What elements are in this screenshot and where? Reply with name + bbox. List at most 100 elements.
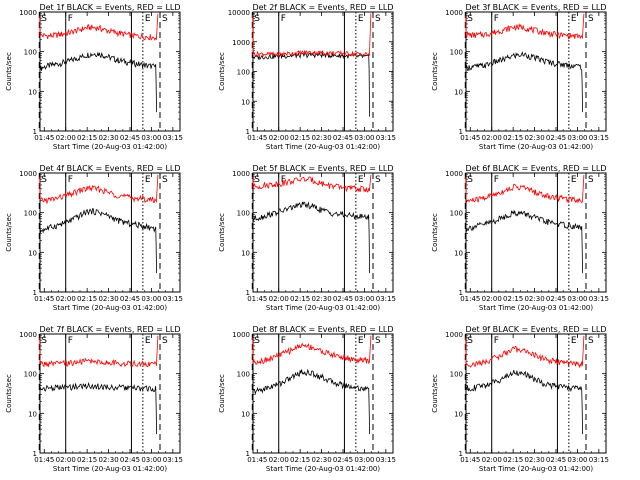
y-tick-label: 1	[33, 450, 37, 458]
x-tick-label: 02:00	[269, 134, 289, 142]
x-tick-label: 02:30	[524, 134, 544, 142]
chart-title: Det 8f BLACK = Events, RED = LLD	[252, 325, 393, 334]
marker-label-mid-left: F	[68, 175, 73, 185]
series-line-lld	[39, 13, 159, 41]
marker-label-mid-right: E	[358, 14, 364, 24]
x-tick-label: 02:45	[333, 295, 353, 303]
x-tick-label: 02:15	[503, 295, 523, 303]
x-tick-label: 03:00	[567, 456, 587, 464]
x-tick-label: 02:45	[333, 134, 353, 142]
x-tick-label: 01:45	[460, 456, 480, 464]
x-axis-label: Start Time (20-Aug-03 01:42:00)	[479, 304, 593, 312]
x-tick-label: 02:15	[290, 295, 310, 303]
x-tick-label: 02:30	[98, 134, 118, 142]
marker-label-right: S	[375, 14, 381, 24]
x-tick-label: 02:00	[269, 456, 289, 464]
marker-label-mid-left: F	[494, 14, 499, 24]
chart-title: Det 5f BLACK = Events, RED = LLD	[252, 164, 393, 173]
marker-label-right: S	[162, 336, 168, 346]
x-tick-label: 03:15	[589, 456, 609, 464]
x-tick-label: 01:45	[460, 295, 480, 303]
y-tick-label: 1	[246, 450, 250, 458]
x-tick-label: 02:15	[290, 456, 310, 464]
x-tick-label: 03:15	[163, 295, 183, 303]
y-tick-label: 10	[454, 249, 463, 257]
x-tick-label: 02:45	[120, 295, 140, 303]
marker-label-mid-right: E	[145, 336, 151, 346]
x-tick-label: 01:45	[247, 295, 267, 303]
x-tick-label: 02:00	[269, 295, 289, 303]
y-tick-label: 10	[454, 88, 463, 96]
y-tick-label: 100	[237, 210, 250, 218]
series-line-events	[252, 201, 370, 274]
chart-panel-4: Det 4f BLACK = Events, RED = LLD Counts/s…	[5, 164, 183, 312]
series-line-events	[252, 368, 370, 435]
y-axis-label: Counts/sec	[5, 213, 13, 252]
chart-panel-5: Det 5f BLACK = Events, RED = LLD Counts/s…	[218, 164, 396, 312]
marker-label-right: S	[588, 175, 594, 185]
x-tick-label: 01:45	[247, 134, 267, 142]
marker-label-right: S	[162, 14, 168, 24]
y-tick-label: 10	[28, 410, 37, 418]
series-line-lld	[465, 174, 585, 204]
chart-title: Det 4f BLACK = Events, RED = LLD	[39, 164, 180, 173]
chart-title: Det 7f BLACK = Events, RED = LLD	[39, 325, 180, 334]
y-tick-label: 1	[459, 450, 463, 458]
y-tick-label: 10	[28, 88, 37, 96]
marker-label-left: S	[254, 336, 260, 346]
plot-frame	[465, 333, 607, 454]
y-tick-label: 10	[241, 249, 250, 257]
x-tick-label: 02:15	[290, 134, 310, 142]
x-tick-label: 02:15	[503, 134, 523, 142]
x-tick-label: 03:15	[376, 295, 396, 303]
chart-title: Det 1f BLACK = Events, RED = LLD	[39, 3, 180, 12]
x-tick-label: 02:15	[77, 456, 97, 464]
y-tick-label: 100	[450, 210, 463, 218]
marker-label-mid-left: F	[281, 336, 286, 346]
series-line-events	[39, 208, 157, 274]
series-line-events	[465, 370, 583, 435]
series-line-events	[465, 51, 583, 113]
marker-label-right: S	[162, 175, 168, 185]
marker-label-mid-left: F	[281, 175, 286, 185]
x-tick-label: 02:30	[311, 134, 331, 142]
marker-label-right: S	[375, 336, 381, 346]
plot-frame	[252, 333, 394, 454]
x-tick-label: 02:30	[98, 456, 118, 464]
y-axis-label: Counts/sec	[5, 52, 13, 91]
y-tick-label: 1000	[445, 170, 463, 178]
x-tick-label: 03:15	[163, 134, 183, 142]
series-line-lld	[39, 174, 159, 205]
plot-frame	[465, 11, 607, 132]
y-tick-label: 1000	[19, 331, 37, 339]
y-axis-label: Counts/sec	[218, 52, 226, 91]
marker-label-mid-right: E	[145, 14, 151, 24]
plot-frame	[39, 11, 181, 132]
chart-title: Det 6f BLACK = Events, RED = LLD	[465, 164, 606, 173]
marker-label-right: S	[588, 14, 594, 24]
x-tick-label: 01:45	[34, 134, 54, 142]
marker-label-left: S	[467, 175, 473, 185]
marker-label-mid-right: E	[571, 336, 577, 346]
marker-label-left: S	[254, 14, 260, 24]
y-tick-label: 1000	[19, 170, 37, 178]
y-axis-label: Counts/sec	[5, 374, 13, 413]
x-tick-label: 03:00	[141, 134, 161, 142]
x-axis-label: Start Time (20-Aug-03 01:42:00)	[479, 143, 593, 151]
marker-label-mid-left: F	[281, 14, 286, 24]
x-tick-label: 02:45	[120, 134, 140, 142]
x-tick-label: 03:15	[589, 134, 609, 142]
y-tick-label: 100	[237, 69, 250, 77]
y-tick-label: 100	[450, 49, 463, 57]
chart-panel-9: Det 9f BLACK = Events, RED = LLD Counts/s…	[431, 325, 609, 473]
x-tick-label: 03:15	[376, 456, 396, 464]
x-tick-label: 02:00	[482, 295, 502, 303]
plot-frame	[252, 11, 394, 132]
x-axis-label: Start Time (20-Aug-03 01:42:00)	[266, 143, 380, 151]
chart-panel-1: Det 1f BLACK = Events, RED = LLD Counts/s…	[5, 3, 183, 151]
marker-label-mid-right: E	[571, 175, 577, 185]
x-tick-label: 01:45	[34, 295, 54, 303]
x-tick-label: 02:15	[503, 456, 523, 464]
x-tick-label: 01:45	[460, 134, 480, 142]
x-tick-label: 02:30	[524, 295, 544, 303]
